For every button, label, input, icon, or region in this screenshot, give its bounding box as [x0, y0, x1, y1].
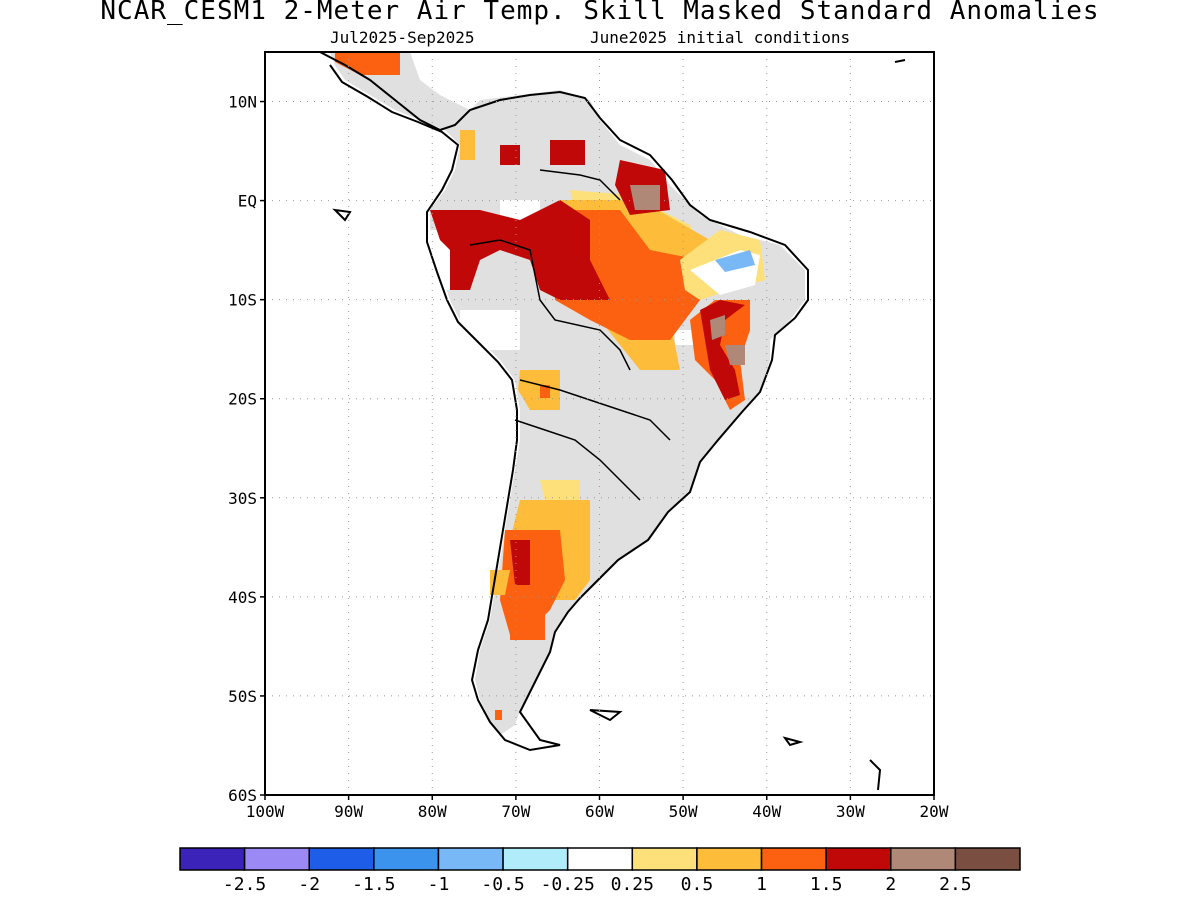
colorbar-label: -0.25 — [541, 874, 595, 895]
lon-tick-label: 30W — [836, 802, 865, 821]
colorbar-swatch — [566, 847, 634, 871]
colorbar-swatch — [179, 847, 246, 871]
lat-tick-label: 50S — [228, 687, 257, 706]
lat-lon-grid — [265, 52, 934, 795]
colorbar-swatch — [696, 847, 763, 871]
colorbar-label: -1 — [428, 874, 450, 895]
lon-tick-label: 70W — [501, 802, 530, 821]
lat-tick-label: 60S — [228, 786, 257, 805]
colorbar: -2.5 -2 -1.5 -1 -0.5 -0.25 0.25 0.5 1 1.5 2 2.5 — [179, 847, 1021, 895]
colorbar-swatch — [502, 847, 569, 871]
lon-tick-label: 50W — [669, 802, 698, 821]
lat-tick-label: 40S — [228, 588, 257, 607]
colorbar-swatch — [890, 847, 957, 871]
lat-tick-label: 30S — [228, 489, 257, 508]
latitude-axis: 10N EQ 10S 20S 30S 40S 50S 60S — [228, 93, 265, 805]
lat-tick-label: 20S — [228, 390, 257, 409]
lon-tick-label: 100W — [246, 802, 285, 821]
colorbar-swatch — [825, 847, 892, 871]
colorbar-swatch — [954, 847, 1021, 871]
lon-tick-label: 80W — [418, 802, 447, 821]
colorbar-swatch — [243, 847, 310, 871]
lon-tick-label: 60W — [585, 802, 614, 821]
colorbar-label: -0.5 — [481, 874, 524, 895]
lat-tick-label: 10S — [228, 291, 257, 310]
colorbar-swatch — [373, 847, 440, 871]
colorbar-label: 1.5 — [810, 874, 843, 895]
colorbar-label: 0.25 — [611, 874, 654, 895]
map-area — [265, 52, 934, 795]
initial-conditions-label: June2025 initial conditions — [590, 28, 851, 47]
colorbar-swatch — [760, 847, 827, 871]
colorbar-label: 1 — [756, 874, 767, 895]
longitude-axis: 100W 90W 80W 70W 60W 50W 40W 30W 20W — [246, 795, 949, 821]
colorbar-label: 2.5 — [939, 874, 972, 895]
colorbar-label: -2 — [298, 874, 320, 895]
colorbar-label: -2.5 — [223, 874, 266, 895]
lat-tick-label: EQ — [238, 192, 257, 211]
colorbar-label: 2 — [885, 874, 896, 895]
season-label: Jul2025-Sep2025 — [330, 28, 475, 47]
map-title: NCAR_CESM1 2-Meter Air Temp. Skill Maske… — [100, 0, 1100, 26]
lon-tick-label: 90W — [334, 802, 363, 821]
lat-tick-label: 10N — [228, 93, 257, 112]
lon-tick-label: 40W — [752, 802, 781, 821]
colorbar-label: -1.5 — [352, 874, 395, 895]
colorbar-swatch — [631, 847, 698, 871]
colorbar-swatch — [308, 847, 375, 871]
colorbar-swatch — [437, 847, 504, 871]
lon-tick-label: 20W — [920, 802, 949, 821]
colorbar-label: 0.5 — [681, 874, 714, 895]
